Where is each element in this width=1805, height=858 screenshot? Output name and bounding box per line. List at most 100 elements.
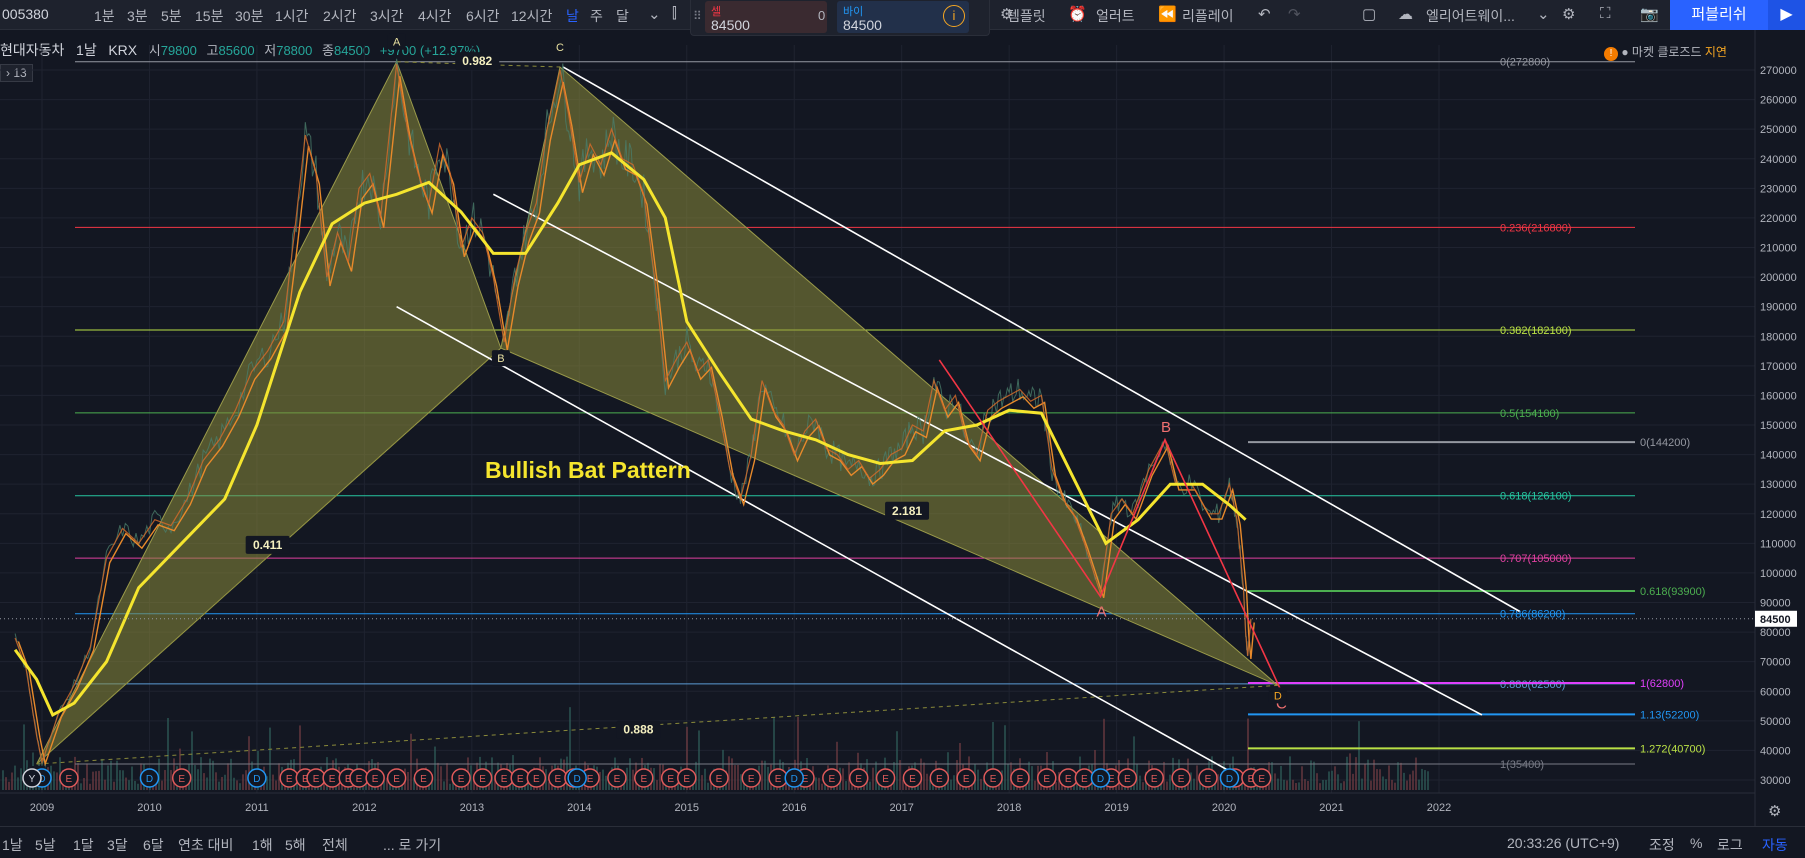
alert-icon[interactable]: ⏰ — [1068, 6, 1087, 23]
volume-bar — [866, 759, 868, 790]
event-marker-letter: E — [909, 774, 916, 785]
interval-tab[interactable]: 3분 — [127, 8, 148, 24]
volume-bar — [758, 765, 760, 790]
interval-tab[interactable]: 달 — [616, 8, 629, 24]
range-button[interactable]: 3달 — [107, 837, 128, 853]
interval-tab[interactable]: 1시간 — [275, 8, 309, 24]
event-marker — [548, 768, 568, 788]
volume-bar — [314, 770, 316, 790]
fullscreen-box-icon[interactable]: ▢ — [1362, 6, 1377, 23]
volume-bar — [398, 771, 400, 790]
range-button[interactable]: 5날 — [35, 837, 56, 853]
interval-tab[interactable]: 5분 — [161, 8, 182, 24]
volume-bar — [1130, 779, 1132, 790]
interval-tab[interactable]: 15분 — [195, 8, 224, 24]
volume-bar — [110, 760, 112, 790]
range-button[interactable]: 전체 — [322, 837, 348, 853]
percent-button[interactable]: % — [1690, 835, 1703, 851]
volume-bar — [1232, 756, 1234, 790]
interval-tab[interactable]: 날 — [566, 8, 579, 24]
template-icon[interactable]: ⚙ — [1000, 6, 1014, 23]
drag-handle-icon[interactable]: ⠿ — [693, 9, 702, 23]
candle-style-icon[interactable]: ⫿ — [672, 5, 677, 22]
volume-bar — [464, 768, 466, 790]
volume-bar — [449, 783, 451, 790]
event-marker — [848, 768, 869, 788]
volume-bar — [1307, 780, 1309, 790]
interval-tab[interactable]: 2시간 — [323, 8, 357, 24]
symbol-code[interactable]: 005380 — [2, 6, 49, 22]
chevron-down-icon[interactable]: ⌄ — [1537, 6, 1550, 23]
volume-bar — [596, 766, 598, 790]
gear-icon[interactable]: ⚙ — [1562, 6, 1576, 23]
range-button[interactable]: 1날 — [2, 837, 23, 853]
volume-bar — [1037, 765, 1039, 790]
range-button[interactable]: 5해 — [285, 837, 306, 853]
event-marker-letter: E — [329, 774, 336, 785]
range-button[interactable]: 6달 — [143, 837, 164, 853]
interval-tab[interactable]: 4시간 — [418, 8, 452, 24]
volume-bar — [287, 762, 289, 790]
volume-bar — [203, 773, 205, 790]
volume-bar — [572, 782, 574, 790]
clock[interactable]: 20:33:26 (UTC+9) — [1507, 835, 1620, 851]
rewind-icon[interactable]: ⏪ — [1158, 6, 1177, 23]
volume-bar — [419, 772, 421, 790]
range-button[interactable]: 1해 — [252, 837, 273, 853]
interval-tab[interactable]: 6시간 — [466, 8, 500, 24]
volume-bar — [875, 761, 877, 790]
volume-bar — [461, 781, 463, 790]
template-button[interactable]: 템플릿 — [1007, 8, 1046, 24]
cloud-icon[interactable]: ☁ — [1398, 6, 1413, 23]
replay-button[interactable]: 리플레이 — [1182, 8, 1234, 24]
event-marker-letter: E — [393, 774, 400, 785]
interval-tab[interactable]: 1분 — [94, 8, 115, 24]
volume-bar — [677, 772, 679, 790]
currency-badge[interactable]: KRW — [1756, 41, 1792, 57]
volume-bar — [1064, 780, 1066, 790]
volume-bar — [320, 766, 322, 790]
volume-bar — [1352, 773, 1354, 790]
log-button[interactable]: 로그 — [1717, 837, 1743, 853]
chevron-down-icon[interactable]: ⌄ — [648, 6, 661, 23]
channel-line — [492, 193, 1483, 716]
volume-bar — [23, 724, 25, 790]
adjust-button[interactable]: 조정 — [1649, 837, 1675, 853]
volume-bar — [341, 773, 343, 790]
symbol-name[interactable]: 현대자동차 — [0, 42, 65, 58]
volume-bar — [503, 768, 505, 790]
volume-bar — [884, 757, 886, 790]
volume-bar — [1256, 771, 1258, 790]
range-button[interactable]: 1달 — [73, 837, 94, 853]
volume-bar — [17, 777, 19, 790]
volume-bar — [338, 766, 340, 790]
undo-icon[interactable]: ↶ — [1258, 6, 1271, 23]
interval-tab[interactable]: 12시간 — [511, 8, 553, 24]
volume-bar — [1253, 767, 1255, 790]
volume-bar — [1319, 783, 1321, 790]
layout-name[interactable]: 엘리어트웨이... — [1426, 8, 1515, 24]
volume-bar — [137, 783, 139, 790]
volume-bar — [437, 762, 439, 790]
sell-button[interactable]: 셀 84500 — [705, 1, 827, 33]
expand-icon[interactable]: ⛶ — [1600, 5, 1611, 22]
volume-bar — [851, 774, 853, 790]
interval-tab[interactable]: 주 — [590, 8, 603, 24]
interval-tab[interactable]: 30분 — [235, 8, 264, 24]
warning-icon[interactable]: ! — [1604, 47, 1618, 61]
ratio-badge — [616, 720, 661, 739]
info-icon[interactable]: i — [943, 5, 965, 27]
play-icon[interactable]: ▶ — [1768, 0, 1805, 30]
range-button[interactable]: 연초 대비 — [178, 837, 234, 853]
publish-button[interactable]: 퍼블리쉬 — [1670, 0, 1768, 30]
interval-tab[interactable]: 3시간 — [370, 8, 404, 24]
redo-icon[interactable]: ↷ — [1288, 6, 1301, 23]
auto-button[interactable]: 자동 — [1762, 837, 1788, 853]
camera-icon[interactable]: 📷 — [1640, 6, 1659, 23]
volume-bar — [530, 782, 532, 790]
volume-bar — [578, 778, 580, 790]
collapse-indicators-button[interactable]: › 13 — [0, 64, 33, 82]
goto-date-button[interactable]: ... 로 가기 — [383, 837, 442, 853]
indicator-count: 13 — [13, 66, 27, 80]
alert-button[interactable]: 얼러트 — [1096, 8, 1135, 24]
